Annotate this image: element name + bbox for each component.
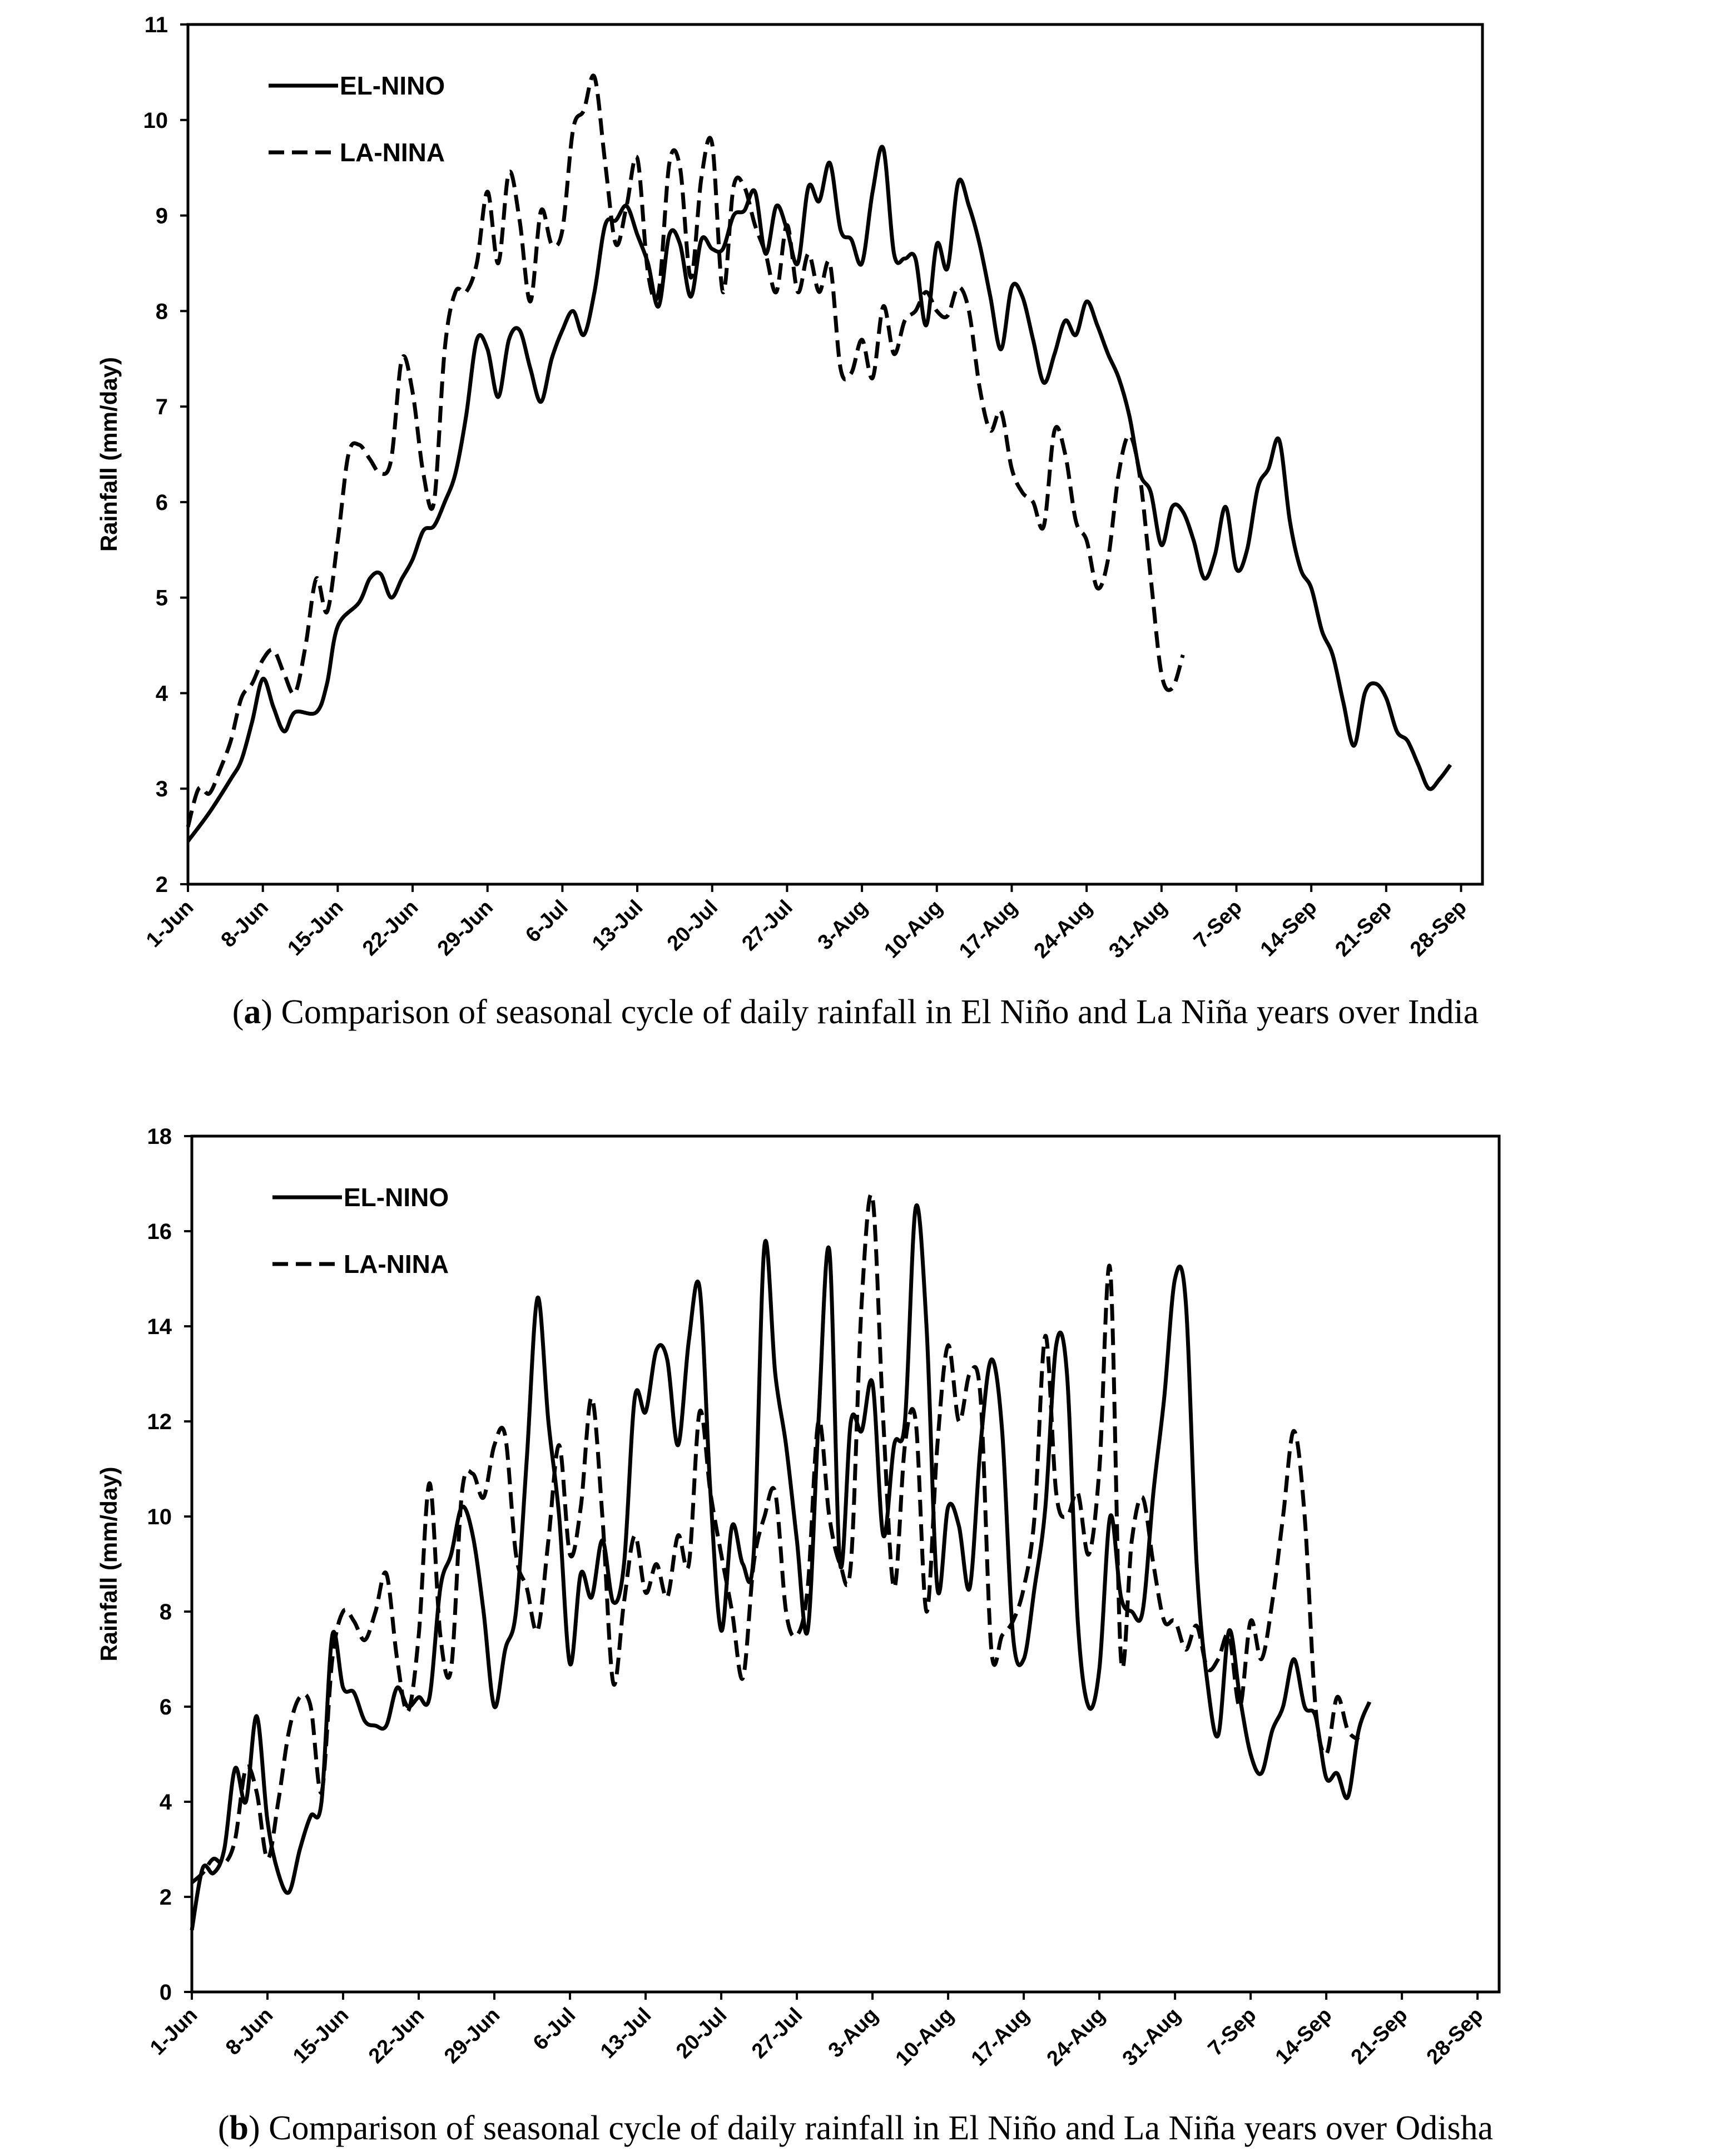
x-tick-label: 21-Sep [1331, 896, 1396, 961]
x-tick-label: 10-Aug [891, 2004, 959, 2071]
y-tick-label: 10 [143, 108, 168, 133]
y-tick-label: 0 [160, 1980, 172, 2005]
x-tick-label: 24-Aug [1030, 896, 1097, 963]
y-tick-label: 7 [156, 395, 168, 419]
x-tick-label: 29-Jun [440, 2004, 504, 2068]
x-tick-label: 13-Jul [596, 2004, 656, 2063]
plot-area-border [190, 1134, 1501, 1994]
caption-a-text: Comparison of seasonal cycle of daily ra… [281, 993, 1479, 1031]
x-tick-label: 7-Sep [1189, 896, 1247, 953]
x-tick-label: 28-Sep [1406, 896, 1471, 961]
y-axis-title: Rainfall (mm/day) [96, 357, 122, 552]
x-tick-label: 17-Aug [967, 2004, 1034, 2071]
series-line-el-nino [190, 1203, 1372, 1931]
x-tick-label: 1-Jun [142, 896, 198, 952]
y-tick-label: 4 [160, 1790, 172, 1815]
y-tick-label: 6 [156, 490, 168, 515]
x-tick-label: 7-Sep [1204, 2004, 1261, 2061]
y-tick-label: 14 [147, 1315, 172, 1339]
caption-a: (a) Comparison of seasonal cycle of dail… [232, 993, 1479, 1031]
x-tick-label: 14-Sep [1256, 896, 1322, 961]
x-tick-label: 20-Jul [663, 896, 722, 955]
y-axis-title: Rainfall (mm/day) [96, 1466, 122, 1661]
x-tick-label: 28-Sep [1422, 2004, 1488, 2069]
y-tick-label: 4 [156, 681, 168, 706]
series-line-la-nina [190, 1192, 1360, 1884]
y-tick-label: 8 [160, 1600, 172, 1624]
x-tick-label: 14-Sep [1271, 2004, 1337, 2069]
x-tick-label: 27-Jul [737, 896, 797, 955]
x-tick-label: 20-Jul [672, 2004, 731, 2063]
x-tick-label: 3-Aug [814, 896, 872, 955]
legend-label-la-nina: LA-NINA [340, 138, 445, 167]
y-tick-label: 2 [156, 873, 168, 897]
chart-panel-b: 0 2 4 6 8 10 12 14 16 18 1-Jun 8-Jun 15-Jun 22-Jun 29-… [96, 1124, 1501, 2071]
x-tick-label: 3-Aug [824, 2004, 883, 2063]
series-line-el-nino [186, 145, 1452, 842]
x-tick-label: 15-Jun [283, 896, 348, 960]
legend-label-el-nino: EL-NINO [340, 71, 445, 100]
x-tick-label: 6-Jul [529, 2004, 580, 2055]
x-tick-label: 24-Aug [1043, 2004, 1110, 2071]
caption-b: (b) Comparison of seasonal cycle of dail… [217, 2109, 1494, 2147]
y-tick-label: 2 [160, 1885, 172, 1910]
y-tick-label: 8 [156, 299, 168, 324]
chart-panel-a: 2 3 4 5 6 7 8 9 10 11 1-Jun 8-Jun 15-Jun 22-Jun 29-Jun… [96, 13, 1484, 963]
y-tick-label: 5 [156, 586, 168, 611]
x-tick-label: 1-Jun [146, 2004, 202, 2060]
y-tick-label: 6 [160, 1695, 172, 1719]
caption-b-label: b [229, 2109, 249, 2147]
y-tick-label: 11 [145, 13, 168, 37]
y-tick-label: 10 [147, 1505, 172, 1529]
plot-area-border [186, 23, 1484, 886]
x-tick-label: 22-Jun [364, 2004, 429, 2068]
x-tick-label: 13-Jul [588, 896, 647, 955]
y-tick-label: 3 [156, 777, 168, 801]
x-tick-label: 31-Aug [1118, 2004, 1186, 2071]
y-tick-label: 9 [156, 204, 168, 229]
legend-label-la-nina: LA-NINA [344, 1250, 449, 1278]
series-line-la-nina [186, 73, 1185, 827]
legend-label-el-nino: EL-NINO [344, 1183, 449, 1212]
x-tick-label: 29-Jun [433, 896, 498, 960]
x-tick-label: 10-Aug [880, 896, 947, 963]
x-tick-label: 31-Aug [1104, 896, 1172, 963]
y-tick-label: 16 [147, 1220, 172, 1244]
x-tick-label: 17-Aug [955, 896, 1022, 963]
x-tick-label: 22-Jun [358, 896, 423, 960]
x-tick-label: 6-Jul [521, 896, 572, 947]
y-tick-label: 18 [147, 1124, 172, 1149]
caption-b-text: Comparison of seasonal cycle of daily ra… [269, 2109, 1494, 2147]
x-tick-label: 8-Jun [221, 2004, 277, 2060]
x-tick-label: 27-Jul [747, 2004, 807, 2063]
x-tick-label: 15-Jun [289, 2004, 353, 2068]
x-tick-label: 8-Jun [217, 896, 273, 952]
y-tick-label: 12 [147, 1410, 172, 1434]
x-tick-label: 21-Sep [1347, 2004, 1412, 2069]
caption-a-label: a [244, 993, 261, 1031]
